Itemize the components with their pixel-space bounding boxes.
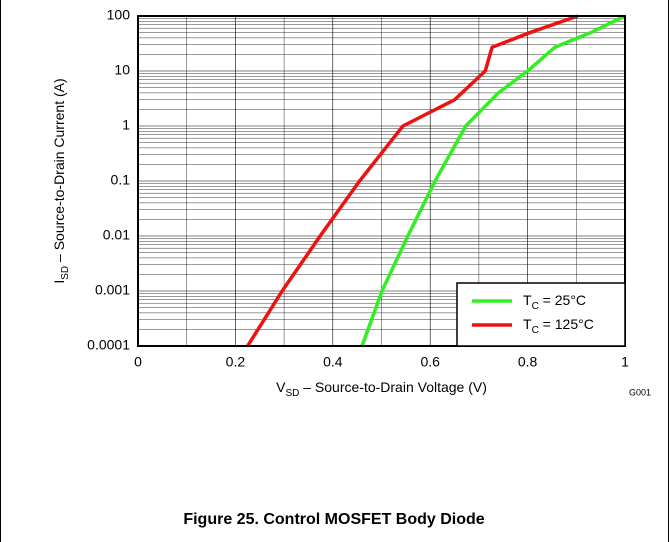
legend-label: TC = 125°C [523,316,594,336]
data-line [360,14,626,347]
x-axis-label: VSD – Source-to-Drain Voltage (V) [276,379,487,399]
x-axis-label-text: – Source-to-Drain Voltage (V) [299,379,487,395]
x-tick-label: 1 [621,354,629,370]
legend-label-text: = 25°C [539,292,586,308]
x-tick-label: 0.6 [420,354,440,370]
figure-caption: Figure 25. Control MOSFET Body Diode [183,511,484,528]
legend-label-sub: C [532,301,539,312]
y-tick-label: 0.001 [95,282,130,298]
graph-id: G001 [629,387,651,397]
plot-frame [137,15,626,347]
y-tick-label: 100 [107,7,131,23]
y-axis-label-sub: SD [60,266,71,280]
y-tick-label: 1 [122,117,130,133]
y-tick-label: 0.0001 [87,337,130,353]
x-tick-label: 0 [134,354,142,370]
x-tick-label: 0.2 [226,354,246,370]
y-axis-label-text: – Source-to-Drain Current (A) [51,78,67,266]
data-line [246,14,579,347]
legend-label-symbol: T [523,292,532,308]
y-tick-label: 0.1 [111,172,131,188]
x-axis-label-symbol: V [276,379,286,395]
y-tick-label: 10 [114,62,130,78]
x-axis-label-sub: SD [285,388,299,399]
legend-box [456,282,626,347]
y-axis-label-symbol: I [51,280,67,284]
legend-label-text: = 125°C [539,316,594,332]
x-tick-label: 0.4 [323,354,343,370]
y-tick-label: 0.01 [103,227,130,243]
x-tick-label: 0.8 [518,354,538,370]
legend-label-sub: C [532,325,539,336]
legend-label-symbol: T [523,316,532,332]
legend-label: TC = 25°C [523,292,586,312]
y-axis-label: ISD – Source-to-Drain Current (A) [51,78,71,283]
